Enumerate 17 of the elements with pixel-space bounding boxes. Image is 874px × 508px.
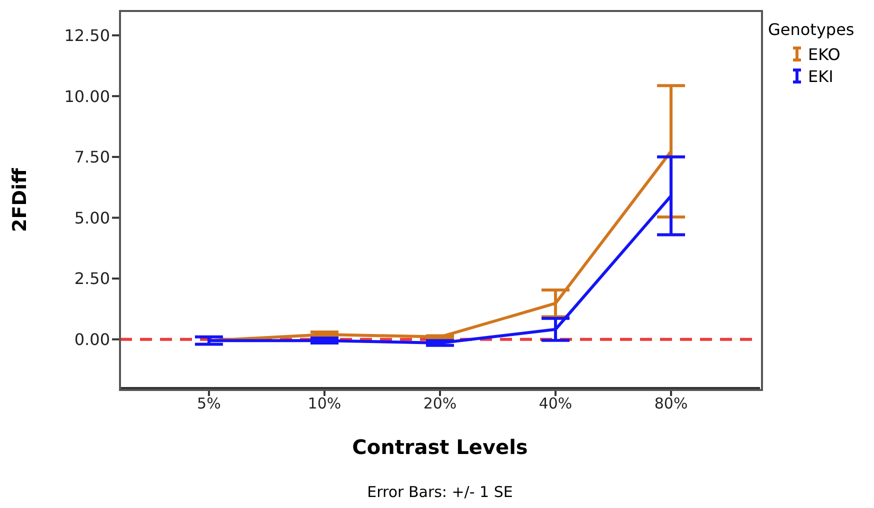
x-tick-label: 20% [423, 394, 457, 413]
x-axis-title: Contrast Levels [351, 435, 529, 459]
y-axis-title: 2FDiff [9, 168, 31, 232]
y-tick-label: 0.00 [74, 330, 110, 350]
x-tick-label: 40% [538, 394, 572, 413]
y-tick-label: 7.50 [74, 148, 110, 167]
x-tick-label: 10% [308, 394, 342, 413]
y-tick-label: 10.00 [64, 86, 110, 106]
y-tick-label: 12.50 [64, 26, 110, 46]
text: Error Bars: +/- 1 SE [366, 483, 514, 501]
legend-title: Genotypes [768, 20, 854, 39]
x-tick-label: 5% [197, 394, 221, 413]
y-tick-label: 5.00 [74, 208, 110, 228]
y-tick-label: 2.50 [74, 269, 110, 288]
legend-label: EKO [808, 44, 840, 64]
x-tick-label: 80% [654, 394, 688, 413]
legend-label: EKI [808, 66, 834, 86]
